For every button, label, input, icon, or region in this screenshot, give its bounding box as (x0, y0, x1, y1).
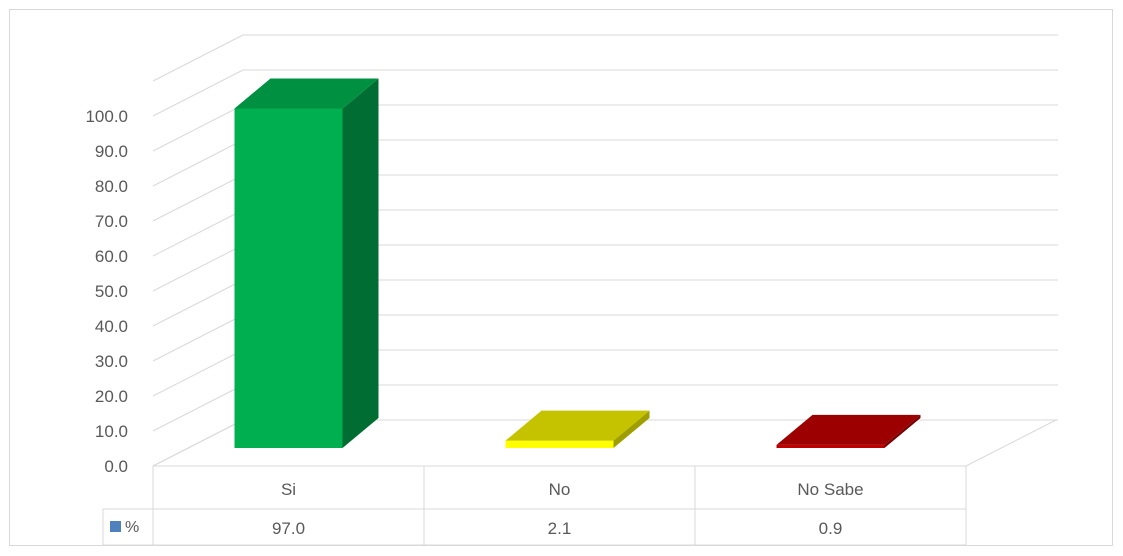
y-tick-label: 50.0 (95, 282, 128, 301)
legend-key (110, 521, 121, 532)
data-table: Si 97.0 No 2.1 No Sabe 0.9% (102, 466, 967, 546)
gridline-side (152, 34, 244, 82)
gridline-side (152, 314, 244, 362)
bar-front (776, 444, 885, 448)
gridline-side (152, 104, 244, 152)
y-tick-label: 100.0 (85, 107, 128, 126)
y-tick-label: 90.0 (95, 142, 128, 161)
y-tick-label: 20.0 (95, 387, 128, 406)
y-tick-label: 0.0 (104, 457, 128, 476)
bar-front (234, 108, 343, 448)
value-label: 0.9 (819, 519, 843, 538)
bar-top (234, 78, 379, 109)
gridline-side (152, 244, 244, 292)
bar-front (505, 440, 614, 448)
value-label: 97.0 (272, 519, 305, 538)
category-label: No (549, 480, 571, 499)
floor-right-edge (965, 419, 1057, 467)
bars (234, 78, 921, 448)
bar-top (776, 414, 921, 445)
gridline-side (152, 139, 244, 187)
category-label: No Sabe (797, 480, 863, 499)
bar-side (342, 78, 379, 448)
bar-si (234, 78, 379, 448)
y-tick-label: 70.0 (95, 212, 128, 231)
value-label: 2.1 (548, 519, 572, 538)
y-tick-label: 10.0 (95, 422, 128, 441)
gridline-side (152, 209, 244, 257)
chart-frame (9, 9, 1113, 546)
gridline-side (152, 349, 244, 397)
gridline-side (152, 69, 244, 117)
bar-no-sabe (776, 414, 921, 448)
gridline-side (152, 384, 244, 432)
y-tick-label: 60.0 (95, 247, 128, 266)
y-axis-ticks: 0.0 10.0 20.0 30.0 40.0 50.0 60.0 70.0 80.0 90.0 1… (85, 107, 128, 476)
gridline-side (152, 174, 244, 222)
bar-side (613, 410, 650, 448)
bar-top (505, 410, 650, 441)
y-tick-label: 40.0 (95, 317, 128, 336)
series-name: % (125, 519, 139, 536)
gridlines (152, 34, 1058, 467)
y-tick-label: 30.0 (95, 352, 128, 371)
gridline-side (152, 419, 244, 467)
y-tick-label: 80.0 (95, 177, 128, 196)
category-label: Si (281, 480, 296, 499)
bar-side (884, 414, 921, 448)
gridline-side (152, 279, 244, 327)
bar-no (505, 410, 650, 448)
